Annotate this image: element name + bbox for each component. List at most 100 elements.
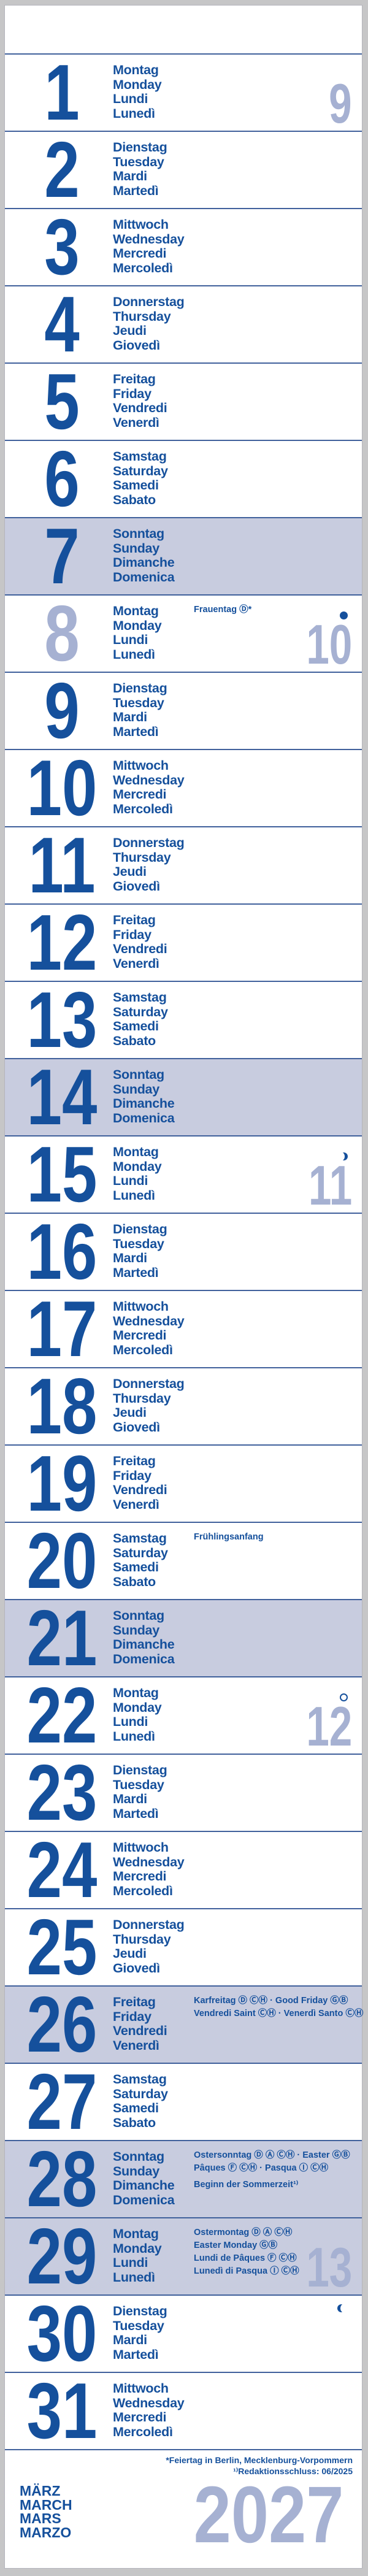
- weekday-name: Mittwoch: [113, 1299, 169, 1314]
- month-name-en: MARCH: [20, 2496, 72, 2513]
- weekday-names: Dienstag Tuesday Mardi Martedì: [113, 2304, 167, 2362]
- day-number: 30: [26, 2290, 98, 2378]
- new-moon-icon: [340, 611, 348, 619]
- day-row-9: 9 Dienstag Tuesday Mardi Martedì: [5, 672, 362, 751]
- last-quarter-icon: [337, 2304, 348, 2313]
- weekday-name: Sonntag: [113, 526, 164, 541]
- weekday-name: Thursday: [113, 1390, 171, 1406]
- weekday-name: Monday: [113, 2241, 162, 2256]
- weekday-name: Montag: [113, 1144, 159, 1159]
- weekday-name: Jeudi: [113, 1946, 147, 1961]
- weekday-name: Samstag: [113, 1531, 167, 1546]
- day-row-29: 29 Montag Monday Lundi Lunedì Ostermontag Ⓓ…: [5, 2217, 362, 2296]
- moonbox: [290, 1693, 352, 1703]
- weekday-name: Lunedì: [113, 1187, 155, 1203]
- weekday-name: Friday: [113, 1468, 151, 1483]
- weekday-name: Mercoledì: [113, 801, 173, 816]
- day-number: 3: [44, 203, 80, 291]
- day-annotations: Frauentag Ⓓ*: [194, 604, 288, 616]
- day-row-21: 21 Sonntag Sunday Dimanche Domenica: [5, 1599, 362, 1678]
- day-row-22: 22 Montag Monday Lundi Lunedì 12: [5, 1676, 362, 1755]
- day-annotations: Ostersonntag Ⓓ Ⓐ ⒸⒽ · Easter ⒼⒷ Pâques Ⓕ …: [194, 2149, 350, 2191]
- weekday-name: Freitag: [113, 913, 156, 927]
- day-row-1: 1 Montag Monday Lundi Lunedì 9: [5, 53, 362, 135]
- day-row-3: 3 Mittwoch Wednesday Mercredi Mercoledì: [5, 203, 362, 291]
- weekday-name: Martedì: [113, 724, 159, 739]
- weekday-name: Freitag: [113, 1454, 156, 1468]
- day-row-19: 19 Freitag Friday Vendredi Venerdì: [5, 1444, 362, 1524]
- weekday-name: Tuesday: [113, 154, 164, 169]
- week-number: 9: [329, 73, 352, 135]
- weekday-name: Lunedì: [113, 105, 155, 121]
- weekday-name: Vendredi: [113, 1482, 167, 1497]
- weekday-names: Mittwoch Wednesday Mercredi Mercoledì: [113, 2381, 185, 2439]
- weekday-name: Mercredi: [113, 1328, 167, 1343]
- weekday-name: Vendredi: [113, 2023, 167, 2038]
- day-row-26: 26 Freitag Friday Vendredi Venerdì Karfreit…: [5, 1985, 363, 2064]
- holiday-annotation: Lundi de Pâques Ⓕ ⒸⒽ: [194, 2253, 297, 2263]
- month-name-de: MÄRZ: [20, 2483, 61, 2499]
- day-number: 13: [26, 976, 98, 1064]
- weekday-name: Thursday: [113, 309, 171, 324]
- footnote-regional-holiday: *Feiertag in Berlin, Mecklenburg-Vorpomm…: [166, 2455, 353, 2465]
- day-number: 7: [44, 512, 80, 600]
- weekday-name: Mittwoch: [113, 217, 169, 232]
- holiday-annotation: Lunedì di Pasqua Ⓘ ⒸⒽ: [194, 2266, 299, 2276]
- weekday-name: Domenica: [113, 569, 175, 585]
- weekday-name: Mardi: [113, 1792, 147, 1806]
- weekday-name: Donnerstag: [113, 1376, 185, 1391]
- day-number: 17: [26, 1285, 98, 1373]
- weekday-name: Dienstag: [113, 2304, 167, 2318]
- weekday-name: Freitag: [113, 372, 156, 386]
- weekday-name: Tuesday: [113, 2318, 164, 2333]
- weekday-names: Montag Monday Lundi Lunedì: [113, 63, 162, 121]
- day-row-16: 16 Dienstag Tuesday Mardi Martedì: [5, 1208, 362, 1296]
- weekday-names: Dienstag Tuesday Mardi Martedì: [113, 140, 167, 198]
- full-moon-icon: [340, 1693, 348, 1701]
- day-row-7: 7 Sonntag Sunday Dimanche Domenica: [5, 512, 362, 600]
- weekday-name: Venerdì: [113, 415, 159, 430]
- first-quarter-icon: [337, 1152, 348, 1161]
- day-row-4: 4 Donnerstag Thursday Jeudi Giovedì: [5, 285, 362, 364]
- weekday-name: Saturday: [113, 2086, 168, 2101]
- weekday-name: Saturday: [113, 1545, 168, 1560]
- weekday-name: Freitag: [113, 1995, 156, 2009]
- weekday-name: Sonntag: [113, 1608, 164, 1623]
- weekday-names: Donnerstag Thursday Jeudi Giovedì: [113, 1917, 185, 1976]
- weekday-name: Sabato: [113, 1574, 156, 1589]
- weekday-name: Mercoledì: [113, 1883, 173, 1898]
- weekday-names: Mittwoch Wednesday Mercredi Mercoledì: [113, 217, 185, 275]
- weekday-name: Mittwoch: [113, 758, 169, 773]
- year-label: 2027: [193, 2469, 343, 2559]
- day-row-27: 27 Samstag Saturday Samedi Sabato: [5, 2063, 362, 2142]
- footnote-editorial-deadline: ¹⁾Redaktionsschluss: 06/2025: [233, 2466, 353, 2476]
- weekday-name: Wednesday: [113, 231, 185, 247]
- weekday-name: Mercoledì: [113, 260, 173, 275]
- week-area: 13: [290, 2240, 352, 2296]
- weekday-name: Mardi: [113, 1251, 147, 1265]
- weekday-name: Mittwoch: [113, 2381, 169, 2396]
- strip-footer: *Feiertag in Berlin, Mecklenburg-Vorpomm…: [5, 2449, 362, 2568]
- weekday-name: Montag: [113, 1685, 159, 1700]
- weekday-name: Montag: [113, 604, 159, 618]
- holiday-annotation: Easter Monday ⒼⒷ: [194, 2241, 278, 2250]
- weekday-name: Monday: [113, 1159, 162, 1174]
- day-number: 20: [26, 1517, 98, 1605]
- holiday-annotation: Frühlingsanfang: [194, 1532, 264, 1542]
- day-number: 18: [26, 1362, 98, 1451]
- weekday-name: Samstag: [113, 449, 167, 464]
- day-row-25: 25 Donnerstag Thursday Jeudi Giovedì: [5, 1908, 362, 1987]
- day-number: 15: [26, 1130, 98, 1219]
- holiday-annotation: Ostersonntag Ⓓ Ⓐ ⒸⒽ · Easter ⒼⒷ: [194, 2150, 350, 2160]
- day-number: 2: [44, 126, 80, 214]
- day-number: 16: [26, 1208, 98, 1296]
- weekday-name: Montag: [113, 63, 159, 77]
- weekday-name: Giovedì: [113, 1960, 160, 1976]
- weekday-name: Lundi: [113, 91, 148, 106]
- day-annotations: Karfreitag Ⓓ ⒸⒽ · Good Friday ⒼⒷ Vendredi…: [194, 1995, 363, 2020]
- month-names: MÄRZ MARCH MARS MARZO: [20, 2484, 72, 2539]
- day-rows-container: 1 Montag Monday Lundi Lunedì 9 2 Dienstag Tu…: [5, 53, 363, 2451]
- day-number: 24: [26, 1826, 98, 1914]
- weekday-names: Montag Monday Lundi Lunedì: [113, 1685, 162, 1744]
- weekday-name: Donnerstag: [113, 294, 185, 309]
